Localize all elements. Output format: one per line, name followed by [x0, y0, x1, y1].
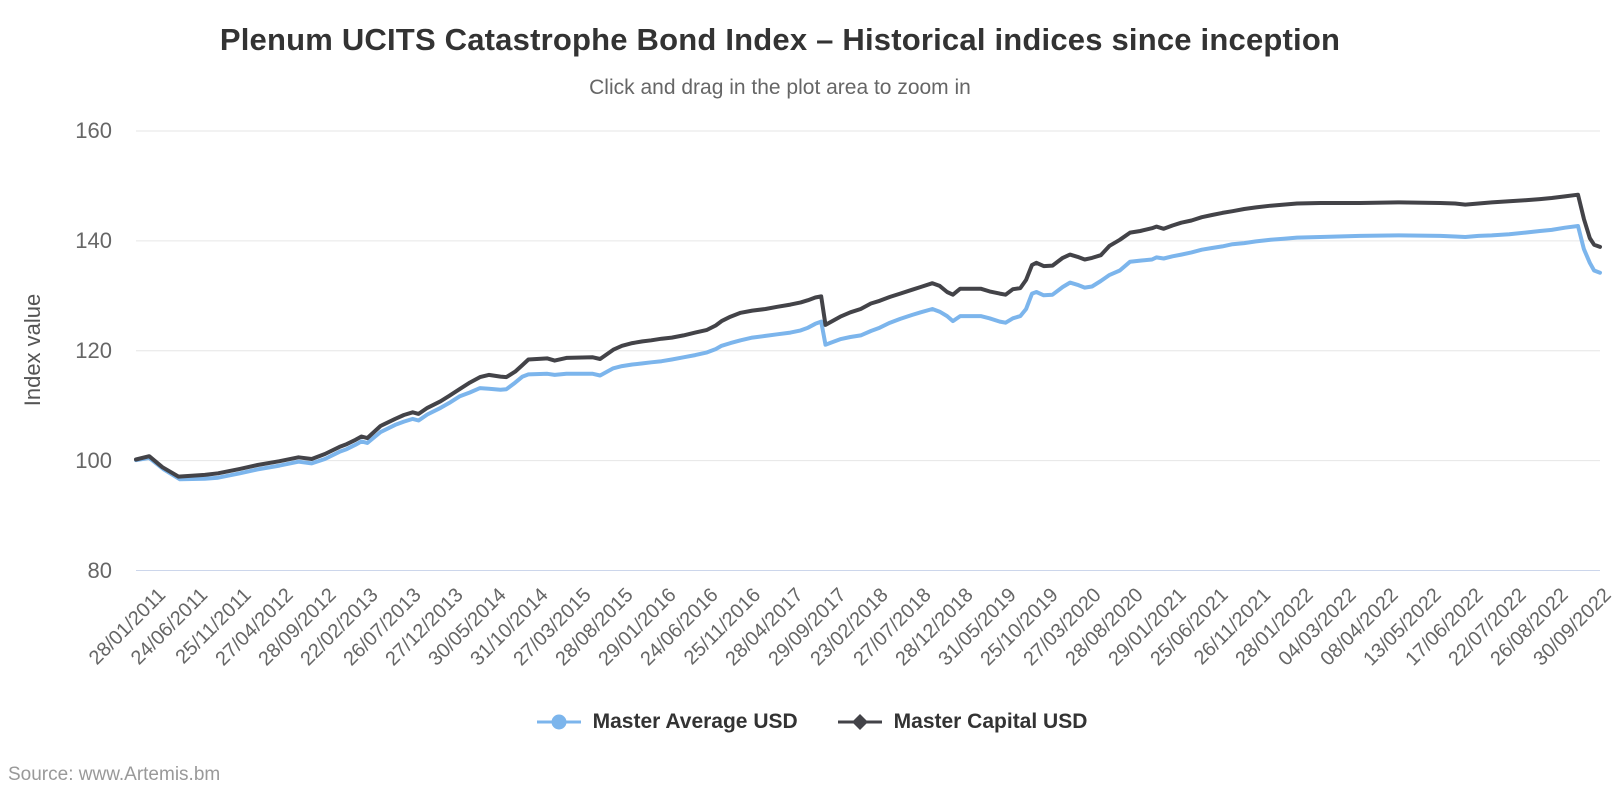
- legend-item-label: Master Capital USD: [893, 710, 1088, 733]
- y-axis-label: 160: [75, 118, 112, 143]
- y-axis-label: 100: [75, 448, 112, 473]
- chart-title: Plenum UCITS Catastrophe Bond Index – Hi…: [219, 22, 1341, 57]
- y-axis-label: 120: [75, 338, 112, 363]
- source-credit: Source: www.Artemis.bm: [8, 764, 221, 785]
- series-master-capital-usd-line[interactable]: [134, 192, 1602, 479]
- legend: Master Average USD Master Capital USD: [0, 710, 1622, 734]
- legend-item-label: Master Average USD: [592, 710, 798, 733]
- legend-marker-circle-icon: [536, 714, 581, 730]
- legend-item-master-capital-usd[interactable]: Master Capital USD: [836, 710, 1088, 734]
- y-axis-label: 140: [75, 228, 112, 253]
- legend-marker-diamond-icon: [837, 714, 882, 730]
- y-axis-label: 80: [87, 558, 112, 583]
- series-master-average-usd-line[interactable]: [134, 224, 1602, 482]
- chart-subtitle: Click and drag in the plot area to zoom …: [589, 76, 971, 99]
- legend-item-master-average-usd[interactable]: Master Average USD: [535, 710, 798, 734]
